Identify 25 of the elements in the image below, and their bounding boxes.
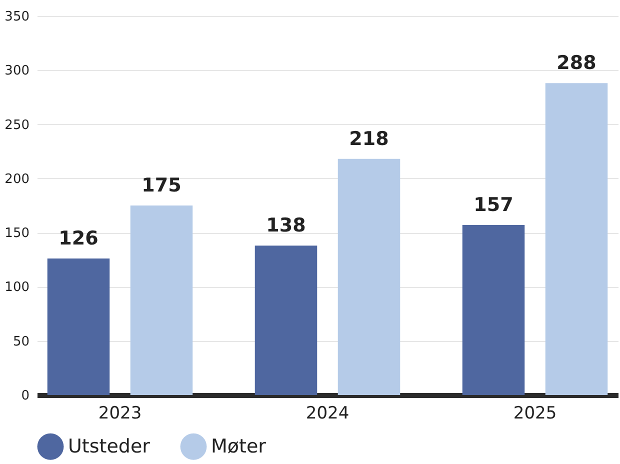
y-tick-label: 250 xyxy=(4,118,30,133)
bar xyxy=(462,224,525,395)
bar xyxy=(545,83,608,395)
y-tick-label: 300 xyxy=(4,64,30,79)
x-tick-label: 2024 xyxy=(306,404,350,424)
y-tick-label: 0 xyxy=(21,388,30,404)
x-tick-label: 2023 xyxy=(98,404,142,424)
data-label: 126 xyxy=(58,228,98,250)
y-tick-label: 200 xyxy=(4,172,30,187)
data-label: 175 xyxy=(142,174,182,196)
bar xyxy=(254,246,318,395)
x-tick-label: 2025 xyxy=(513,404,557,424)
data-label: 288 xyxy=(556,52,596,74)
legend-label: Utsteder xyxy=(68,436,150,458)
y-tick-label: 350 xyxy=(4,10,30,24)
y-tick-label: 50 xyxy=(12,334,30,350)
bar xyxy=(338,158,400,395)
bar xyxy=(130,206,193,395)
bar xyxy=(47,258,110,395)
data-label: 138 xyxy=(266,214,306,237)
y-tick-label: 150 xyxy=(4,226,30,242)
y-tick-label: 100 xyxy=(4,280,30,296)
data-label: 157 xyxy=(474,194,514,216)
data-label: 218 xyxy=(349,128,389,150)
legend-label: Møter xyxy=(211,436,266,458)
